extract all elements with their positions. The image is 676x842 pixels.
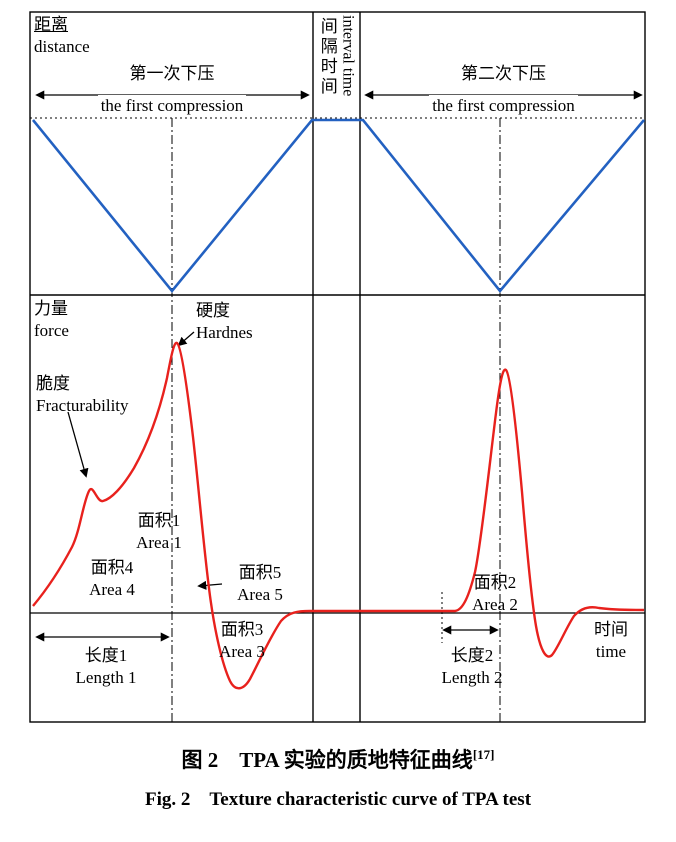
length2-label-en: Length 2 [441,667,503,687]
area2-annotation: 面积2 Area 2 [453,572,537,616]
area1-label-en: Area 1 [136,532,182,552]
caption-en: Fig. 2 Texture characteristic curve of T… [144,789,532,810]
hardness-label-en: Hardnes [196,322,253,342]
second-compression-label-en: the first compression [363,95,644,117]
distance-axis-label: 距离 distance [34,14,90,58]
area4-label-en: Area 4 [89,579,135,599]
area4-label-zh: 面积4 [90,558,134,577]
hardness-pointer-arrow [177,331,195,347]
second-compression-label-zh: 第二次下压 [461,64,546,83]
length2-annotation: 长度2 Length 2 [422,645,522,689]
area5-pointer-arrow [197,580,223,590]
hardness-label-zh: 硬度 [196,301,230,320]
length2-label-zh: 长度2 [450,646,494,665]
tpa-figure-canvas [29,11,646,723]
caption-reference: [17] [472,747,495,762]
fracturability-annotation: 脆度 Fracturability [36,373,129,417]
area2-label-en: Area 2 [472,594,518,614]
time-label-en: time [595,641,627,661]
area1-annotation: 面积1 Area 1 [118,510,200,554]
force-label-en: force [34,320,69,340]
area4-annotation: 面积4 Area 4 [70,557,154,601]
area1-label-zh: 面积1 [137,511,181,530]
caption-zh-text: 图 2 TPA 实验的质地特征曲线 [181,748,473,772]
time-axis-label: 时间 time [580,619,642,663]
interval-label-zh: 间隔时间 [317,17,337,97]
area3-label-en: Area 3 [219,641,265,661]
distance-label-zh: 距离 [34,15,68,34]
area3-annotation: 面积3 Area 3 [200,619,284,663]
interval-label-en: interval time [339,15,357,97]
length1-label-zh: 长度1 [84,646,128,665]
fracturability-label-en: Fracturability [36,395,129,415]
first-compression-label-en-text: the first compression [97,95,247,117]
hardness-annotation: 硬度 Hardnes [196,300,253,344]
second-compression-label-en-text: the first compression [429,95,578,117]
force-axis-label: 力量 force [34,298,69,342]
time-label-zh: 时间 [594,620,628,639]
length1-label-en: Length 1 [75,667,137,687]
distance-curve [31,118,645,294]
area5-annotation: 面积5 Area 5 [218,562,302,606]
fracturability-label-zh: 脆度 [36,374,70,393]
force-label-zh: 力量 [34,299,68,318]
first-compression-label-en: the first compression [36,95,308,117]
tpa-figure: 距离 distance 力量 force 时间 time 第一次下压 the f… [29,11,646,723]
fracturability-pointer-arrow [67,411,89,478]
force-curve [32,341,645,690]
figure-border [29,11,646,723]
distance-label-en: distance [34,36,90,56]
area2-label-zh: 面积2 [473,573,517,592]
area3-label-zh: 面积3 [220,620,264,639]
area5-label-zh: 面积5 [238,563,282,582]
length1-annotation: 长度1 Length 1 [56,645,156,689]
caption-zh: 图 2 TPA 实验的质地特征曲线[17] [0,744,676,774]
area5-label-en: Area 5 [237,584,283,604]
first-compression-label-zh: 第一次下压 [129,64,215,83]
